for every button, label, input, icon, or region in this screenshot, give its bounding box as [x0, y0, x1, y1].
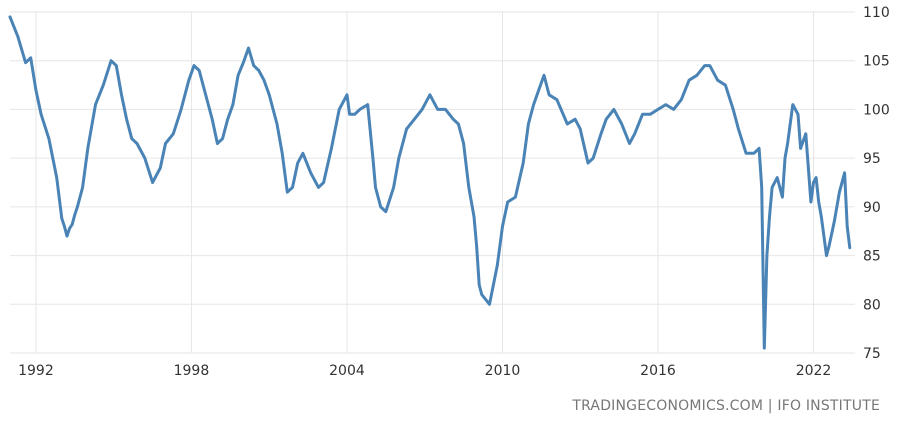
x-tick-label: 2016 — [640, 363, 676, 379]
series-line — [8, 15, 852, 350]
y-tick-label: 105 — [863, 54, 890, 70]
source-attribution: TRADINGECONOMICS.COM | IFO INSTITUTE — [572, 398, 880, 414]
x-tick-label: 2010 — [485, 363, 521, 379]
y-tick-label: 100 — [863, 102, 890, 118]
y-axis-ticks: 75 80 85 90 95 100 105 110 — [863, 5, 890, 362]
y-tick-label: 110 — [863, 5, 890, 21]
y-tick-label: 95 — [863, 151, 881, 167]
y-tick-label: 85 — [863, 249, 881, 265]
x-tick-label: 1998 — [174, 363, 210, 379]
y-tick-label: 80 — [863, 297, 881, 313]
gridlines — [10, 11, 855, 354]
y-tick-label: 75 — [863, 346, 881, 362]
x-axis-ticks: 1992 1998 2004 2010 2016 2022 — [18, 363, 831, 379]
y-tick-label: 90 — [863, 200, 881, 216]
x-tick-label: 2022 — [796, 363, 832, 379]
x-tick-label: 2004 — [329, 363, 365, 379]
x-tick-label: 1992 — [18, 363, 54, 379]
